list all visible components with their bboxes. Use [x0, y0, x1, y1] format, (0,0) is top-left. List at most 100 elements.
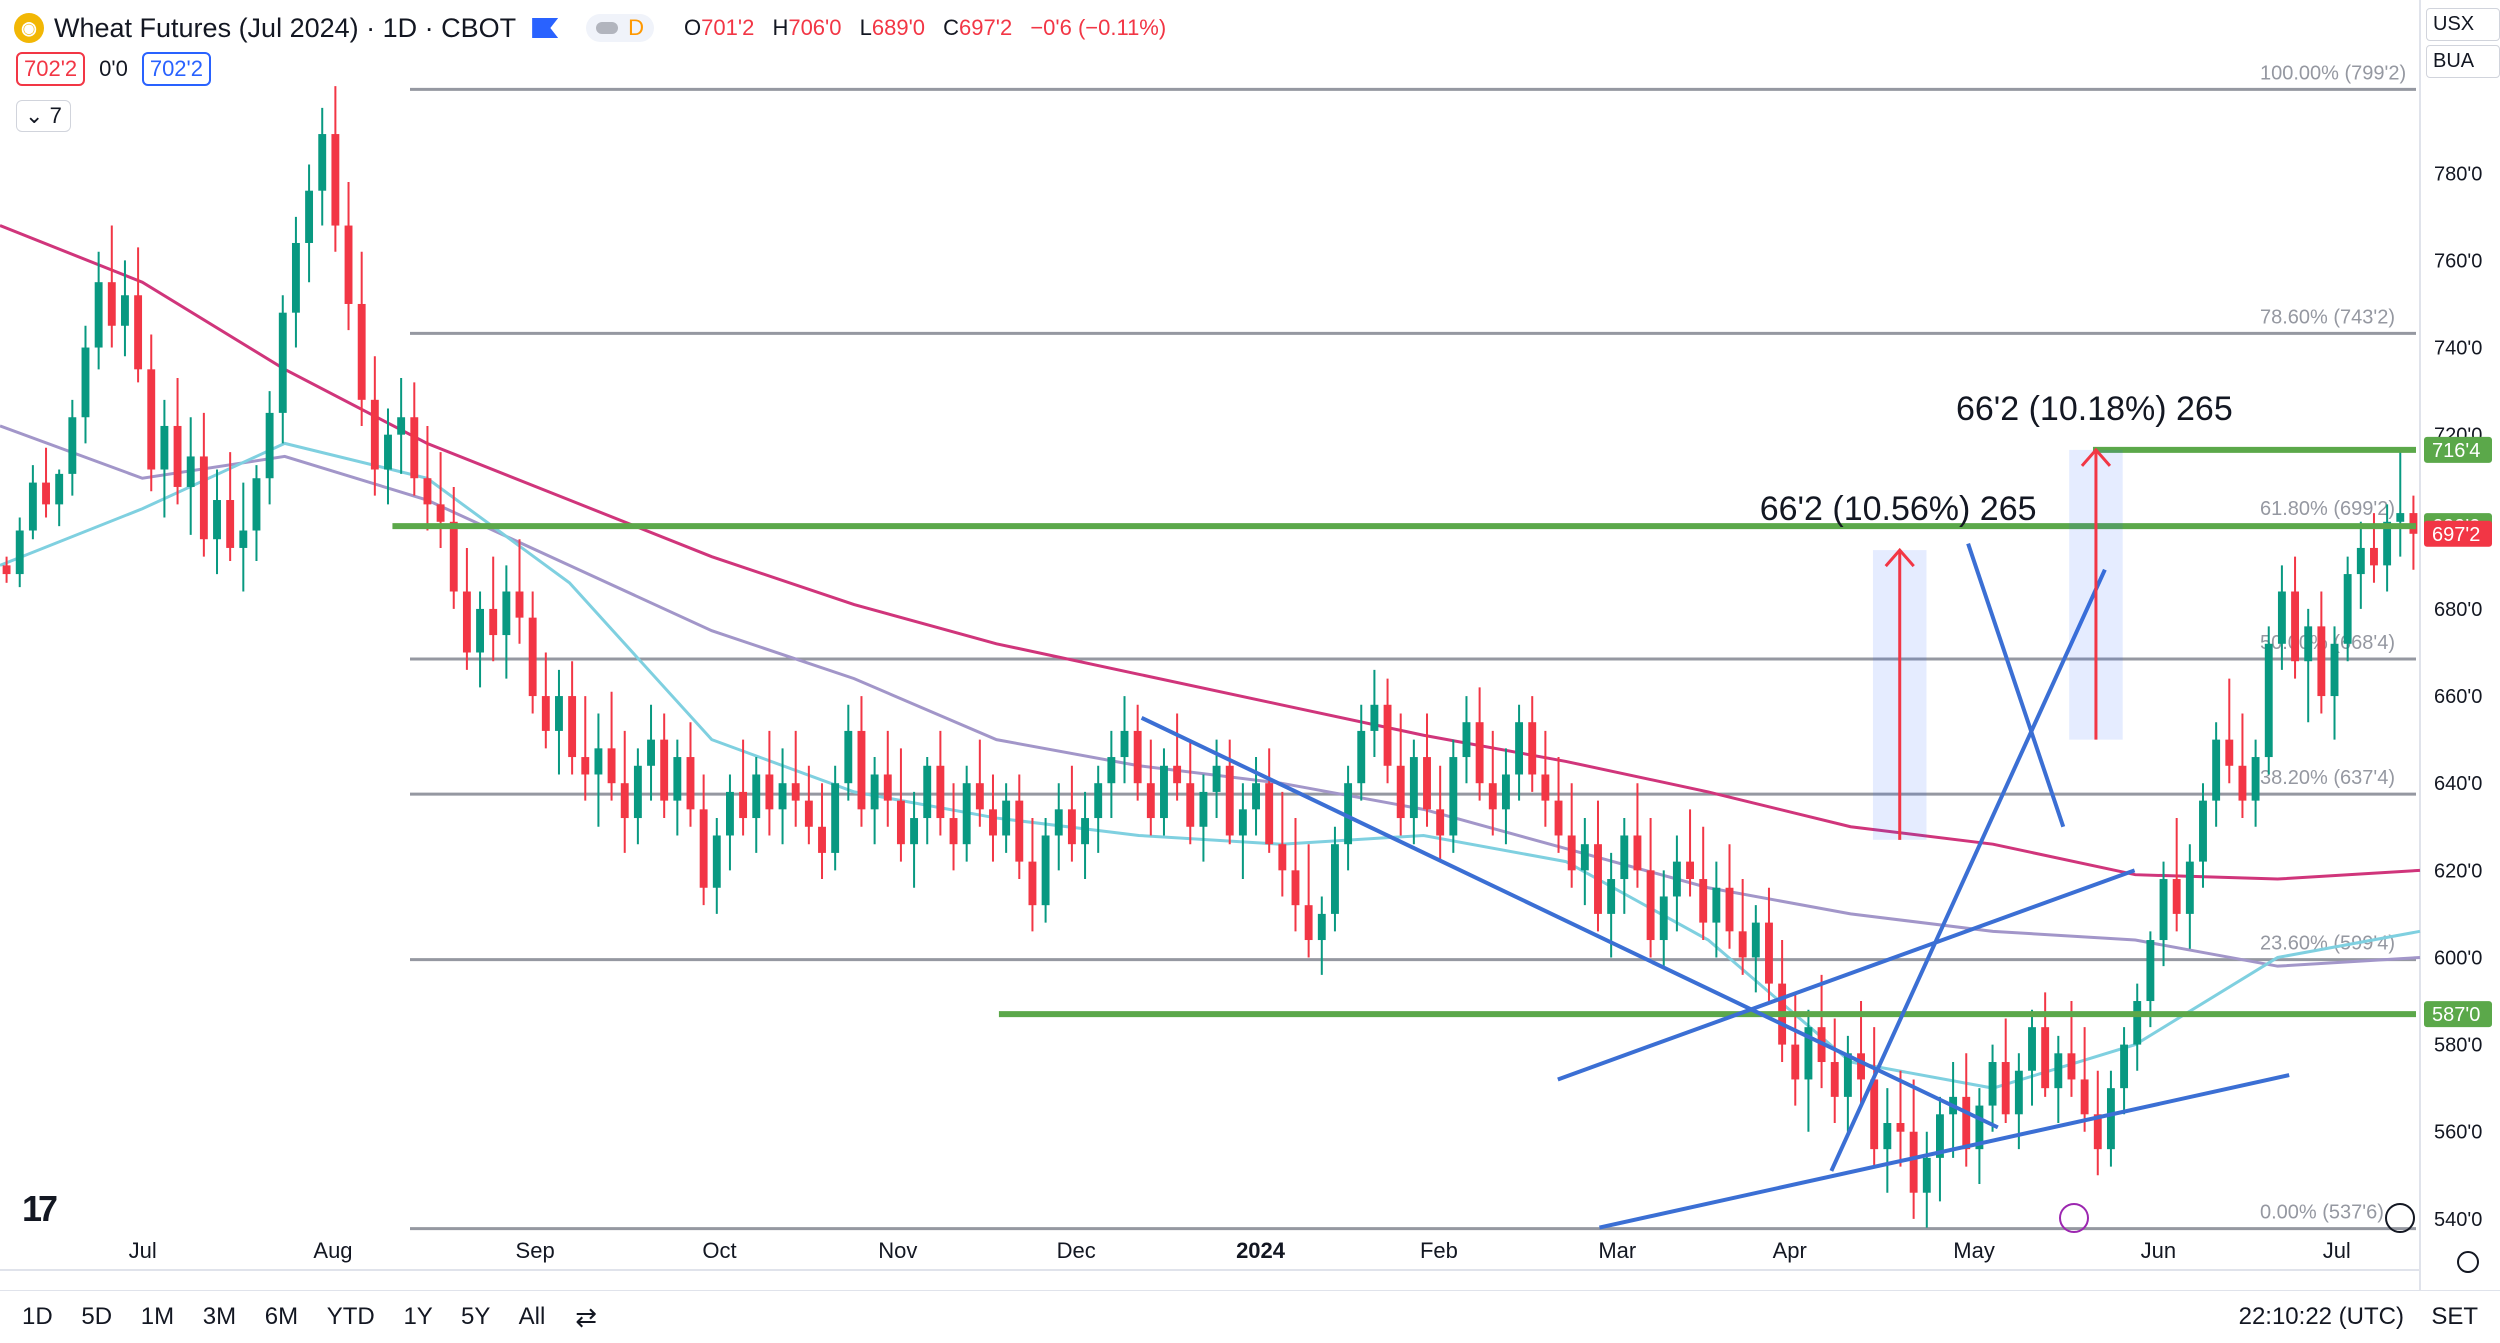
delay-badge[interactable]: D — [586, 14, 655, 42]
range-5d[interactable]: 5D — [81, 1303, 113, 1330]
flag-icon[interactable] — [532, 18, 559, 38]
candle-body — [462, 591, 471, 653]
candle-body — [489, 608, 498, 636]
measure-label: 66'2 (10.18%) 265 — [1956, 390, 2233, 428]
clock-time[interactable]: 22:10:22 (UTC) — [2238, 1303, 2404, 1330]
range-1d[interactable]: 1D — [22, 1303, 53, 1330]
candle-body — [804, 800, 813, 827]
indicators-toggle[interactable]: ⌄ 7 — [16, 100, 71, 132]
candle-body — [1199, 791, 1208, 827]
candle-body — [226, 500, 235, 548]
candle-body — [2054, 1053, 2063, 1089]
open-label: O — [684, 15, 702, 40]
moving-average-line — [0, 441, 2421, 1090]
replay-icon[interactable] — [2385, 1203, 2415, 1233]
y-tick-label: 580'0 — [2434, 1035, 2482, 1057]
y-tick-label: 760'0 — [2434, 250, 2482, 272]
candle-body — [252, 478, 261, 531]
candle-body — [896, 800, 905, 845]
candle-body — [1646, 870, 1655, 941]
logo-icon[interactable]: ◉ — [14, 13, 44, 43]
candle-body — [1344, 783, 1353, 845]
candle-body — [1423, 757, 1431, 810]
candle-body — [633, 765, 642, 819]
range-ytd[interactable]: YTD — [326, 1303, 375, 1330]
x-tick-label: Nov — [878, 1238, 917, 1263]
candle-body — [712, 835, 721, 888]
compare-icon[interactable]: ⇄ — [575, 1301, 598, 1332]
fib-level-label: 38.20% (637'4) — [2260, 767, 2395, 789]
candle-body — [502, 591, 511, 636]
x-tick-label: Jul — [129, 1238, 157, 1263]
range-1m[interactable]: 1M — [140, 1303, 175, 1330]
candle-body — [2291, 591, 2299, 662]
y-tick-label: 600'0 — [2434, 947, 2482, 969]
fib-level-label: 100.00% (799'2) — [2260, 62, 2406, 84]
range-6m[interactable]: 6M — [264, 1303, 299, 1330]
candle-body — [1528, 722, 1537, 775]
candle-body — [2172, 879, 2181, 914]
range-5y[interactable]: 5Y — [461, 1303, 490, 1330]
candle-body — [870, 774, 879, 810]
candle-body — [791, 783, 800, 801]
bid-button[interactable]: 702'2 — [16, 52, 86, 86]
candle-body — [989, 809, 997, 836]
range-all[interactable]: All — [518, 1303, 546, 1330]
lightning-icon[interactable] — [2059, 1203, 2089, 1233]
candle-body — [1883, 1123, 1892, 1150]
candle-body — [2067, 1053, 2076, 1080]
candle-body — [68, 417, 77, 474]
candle-body — [2120, 1044, 2129, 1089]
range-1y[interactable]: 1Y — [403, 1303, 433, 1330]
bid-ask-row: 702'2 0'0 702'2 — [16, 52, 211, 86]
candle-body — [1515, 722, 1524, 775]
candle-body — [1357, 730, 1366, 784]
candle-body — [515, 591, 524, 618]
trendline — [1829, 568, 2107, 1172]
candle-body — [1133, 730, 1142, 784]
symbol-title[interactable]: Wheat Futures (Jul 2024) · 1D · CBOT — [54, 12, 517, 43]
candle-body — [213, 500, 221, 540]
delay-label: D — [628, 15, 645, 40]
session-set[interactable]: SET — [2431, 1303, 2478, 1330]
currency-selector[interactable]: USX — [2426, 8, 2500, 41]
high-value: 706'0 — [788, 15, 842, 40]
candle-body — [1830, 1062, 1839, 1097]
candle-body — [1278, 844, 1287, 871]
candle-body — [1212, 765, 1221, 792]
candle-body — [1067, 809, 1076, 845]
candle-body — [923, 765, 932, 819]
candle-body — [397, 417, 406, 435]
trendline — [1966, 542, 2066, 828]
y-tick-label: 660'0 — [2434, 686, 2482, 708]
candle-body — [1686, 861, 1694, 880]
unit-selector[interactable]: BUA — [2426, 45, 2500, 78]
y-tick-label: 540'0 — [2434, 1209, 2482, 1231]
tradingview-logo-icon[interactable]: 17 — [22, 1188, 58, 1229]
toggle-icon — [596, 22, 619, 34]
candle-body — [2264, 643, 2273, 758]
range-3m[interactable]: 3M — [202, 1303, 237, 1330]
price-tag-label: 716'4 — [2432, 440, 2480, 462]
y-tick-label: 620'0 — [2434, 860, 2482, 882]
bottom-toolbar: 1D 5D 1M 3M 6M YTD 1Y 5Y All ⇄ 22:10:22 … — [0, 1290, 2500, 1343]
candle-body — [2146, 940, 2155, 1002]
candle-body — [975, 783, 984, 810]
candle-body — [1449, 757, 1458, 836]
range-buttons: 1D 5D 1M 3M 6M YTD 1Y 5Y All — [0, 1303, 545, 1331]
candle-body — [1094, 783, 1103, 819]
candle-body — [2028, 1027, 2036, 1071]
fib-level-label: 0.00% (537'6) — [2260, 1202, 2384, 1224]
candle-body — [2212, 739, 2221, 801]
x-tick-label: Mar — [1598, 1238, 1636, 1263]
candle-body — [1501, 774, 1510, 810]
y-tick-label: 680'0 — [2434, 599, 2482, 621]
candle-body — [1607, 879, 1616, 914]
candle-body — [1988, 1062, 1997, 1106]
candle-body — [2041, 1027, 2050, 1089]
gear-icon[interactable] — [2457, 1251, 2479, 1273]
candle-body — [541, 696, 550, 731]
ask-button[interactable]: 702'2 — [141, 52, 211, 86]
candle-body — [1370, 704, 1379, 731]
